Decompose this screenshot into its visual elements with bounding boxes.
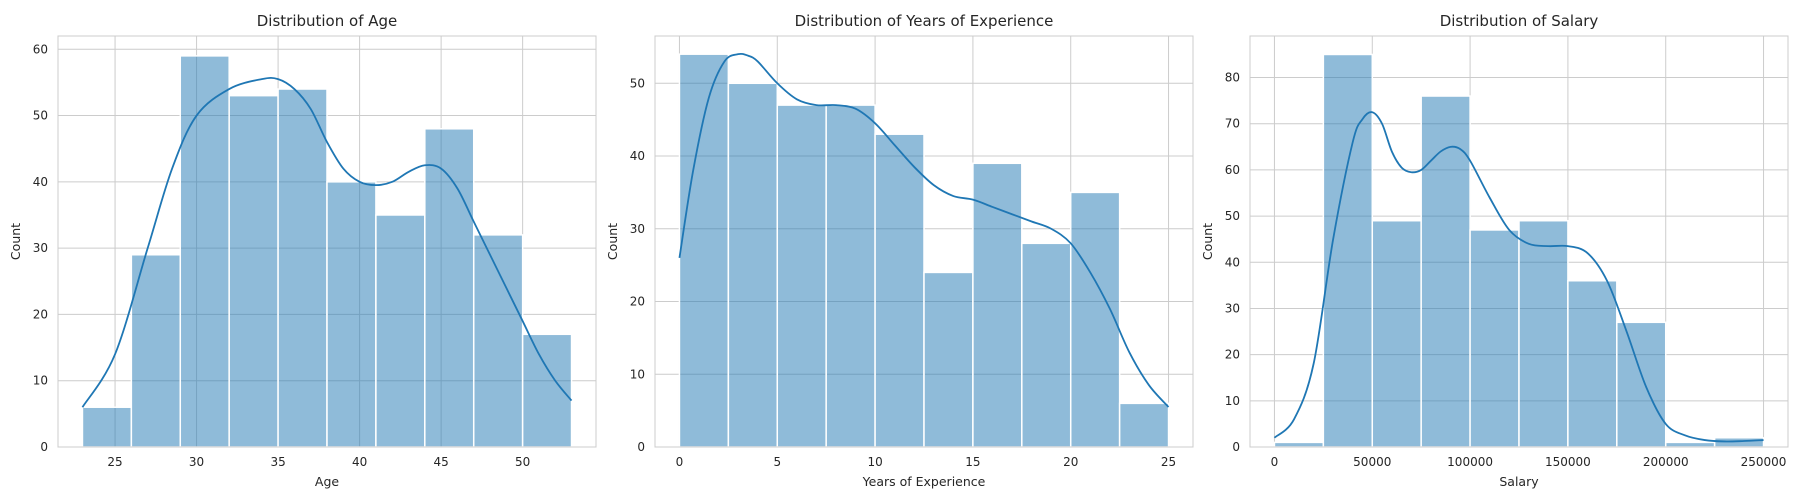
histogram-bar (776, 104, 827, 448)
histogram-bar (1518, 219, 1569, 448)
x-tick-label: 40 (352, 455, 367, 469)
y-tick-label: 40 (630, 149, 645, 163)
y-tick-label: 0 (637, 440, 645, 454)
chart-title: Distribution of Years of Experience (795, 12, 1054, 30)
x-tick-label: 25 (107, 455, 122, 469)
y-tick-label: 60 (33, 42, 48, 56)
histogram-bar (1420, 95, 1471, 448)
histogram-bar (923, 271, 974, 448)
x-tick-label: 100000 (1447, 455, 1493, 469)
panel-age-distribution: 25 30 35 40 45 50 0 10 20 30 40 50 60 Distribution of… (8, 12, 597, 489)
histogram-bar (179, 55, 230, 448)
y-tick-label: 10 (1225, 394, 1240, 408)
y-tick-label: 40 (1225, 255, 1240, 269)
x-axis-label: Salary (1499, 474, 1539, 489)
x-tick-label: 5 (773, 455, 781, 469)
histogram-bar (326, 181, 377, 448)
y-tick-label: 10 (33, 374, 48, 388)
histogram-bar (277, 88, 328, 448)
x-tick-label: 50 (515, 455, 530, 469)
y-tick-label: 10 (630, 367, 645, 381)
histogram-bar (1567, 280, 1618, 448)
plot-frame (57, 35, 597, 448)
x-tick-label: 250000 (1741, 455, 1787, 469)
y-axis-label: Count (1200, 223, 1215, 260)
x-tick-label: 0 (1271, 455, 1279, 469)
histogram-bar (1616, 321, 1667, 448)
x-tick-label: 50000 (1353, 455, 1391, 469)
histogram-bar (130, 254, 182, 448)
chart-title: Distribution of Salary (1440, 12, 1599, 30)
x-tick-label: 15 (965, 455, 980, 469)
x-tick-label: 20 (1063, 455, 1078, 469)
y-axis-label: Count (605, 223, 620, 260)
histogram-bar (375, 214, 426, 448)
x-tick-label: 35 (270, 455, 285, 469)
histogram-bar (972, 162, 1023, 448)
y-tick-label: 70 (1225, 117, 1240, 131)
panel-salary-distribution: 0 50000 100000 150000 200000 250000 0 10 20 30 40 5… (1200, 12, 1789, 489)
y-tick-label: 20 (630, 295, 645, 309)
histogram-bar (1713, 437, 1765, 448)
y-tick-label: 40 (33, 175, 48, 189)
histogram-bar (81, 406, 133, 448)
y-tick-label: 30 (630, 222, 645, 236)
y-tick-label: 80 (1225, 71, 1240, 85)
panel-experience-distribution: 0 5 10 15 20 25 0 10 20 30 40 50 Distribution of Yea… (605, 12, 1194, 489)
y-tick-label: 30 (1225, 301, 1240, 315)
y-tick-label: 50 (630, 76, 645, 90)
histogram-bar (1021, 242, 1072, 448)
histogram-bar (1664, 441, 1716, 448)
y-tick-label: 60 (1225, 163, 1240, 177)
kde-curve (678, 52, 1170, 408)
kde-curve (81, 76, 573, 408)
histogram-bar (1118, 402, 1170, 448)
x-tick-label: 150000 (1545, 455, 1591, 469)
histogram-bar (472, 234, 524, 448)
plot-frame (1249, 35, 1789, 448)
y-tick-label: 30 (33, 241, 48, 255)
x-tick-label: 0 (676, 455, 684, 469)
plot-frame (654, 35, 1194, 448)
histogram-bar (1469, 229, 1520, 448)
y-tick-label: 50 (1225, 209, 1240, 223)
histogram-bar (1273, 441, 1325, 448)
x-tick-label: 25 (1161, 455, 1176, 469)
histogram-bar (228, 94, 279, 448)
histogram-bar (1371, 219, 1422, 448)
histogram-bar (727, 82, 779, 448)
x-tick-label: 200000 (1643, 455, 1689, 469)
y-tick-label: 20 (1225, 348, 1240, 362)
histogram-bar (874, 133, 925, 448)
x-axis-label: Age (315, 474, 339, 489)
x-axis-label: Years of Experience (862, 474, 986, 489)
y-tick-label: 50 (33, 109, 48, 123)
kde-curve (1273, 111, 1764, 443)
histogram-bar (825, 104, 876, 448)
y-axis-label: Count (8, 223, 23, 260)
x-tick-label: 45 (433, 455, 448, 469)
y-tick-label: 0 (40, 440, 48, 454)
histogram-bar (678, 53, 730, 448)
y-tick-label: 20 (33, 307, 48, 321)
chart-title: Distribution of Age (257, 12, 398, 30)
x-tick-label: 30 (189, 455, 204, 469)
x-tick-label: 10 (867, 455, 882, 469)
histogram-bar (1069, 191, 1121, 448)
y-tick-label: 0 (1232, 440, 1240, 454)
